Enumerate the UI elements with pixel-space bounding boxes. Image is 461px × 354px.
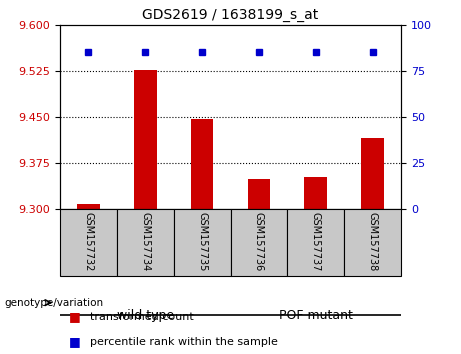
Bar — [287, 209, 344, 276]
Bar — [248, 179, 270, 209]
Bar — [77, 204, 100, 209]
Text: ■: ■ — [69, 335, 81, 348]
Text: GSM157738: GSM157738 — [367, 212, 378, 272]
Text: ■: ■ — [69, 310, 81, 323]
Bar — [230, 209, 287, 276]
Text: transformed count: transformed count — [90, 312, 194, 322]
Text: wild type: wild type — [117, 309, 174, 321]
Bar — [60, 209, 117, 276]
Bar — [117, 209, 174, 276]
Text: GSM157736: GSM157736 — [254, 212, 264, 272]
Text: GSM157735: GSM157735 — [197, 212, 207, 272]
Text: GSM157737: GSM157737 — [311, 212, 321, 272]
Bar — [134, 70, 157, 209]
Text: genotype/variation: genotype/variation — [5, 298, 104, 308]
Bar — [361, 138, 384, 209]
Bar — [174, 209, 230, 276]
Text: GSM157732: GSM157732 — [83, 212, 94, 272]
Title: GDS2619 / 1638199_s_at: GDS2619 / 1638199_s_at — [142, 8, 319, 22]
Bar — [344, 209, 401, 276]
Text: percentile rank within the sample: percentile rank within the sample — [90, 337, 278, 347]
Bar — [191, 119, 213, 209]
Bar — [304, 177, 327, 209]
Text: POF mutant: POF mutant — [279, 309, 353, 321]
Text: GSM157734: GSM157734 — [140, 212, 150, 272]
